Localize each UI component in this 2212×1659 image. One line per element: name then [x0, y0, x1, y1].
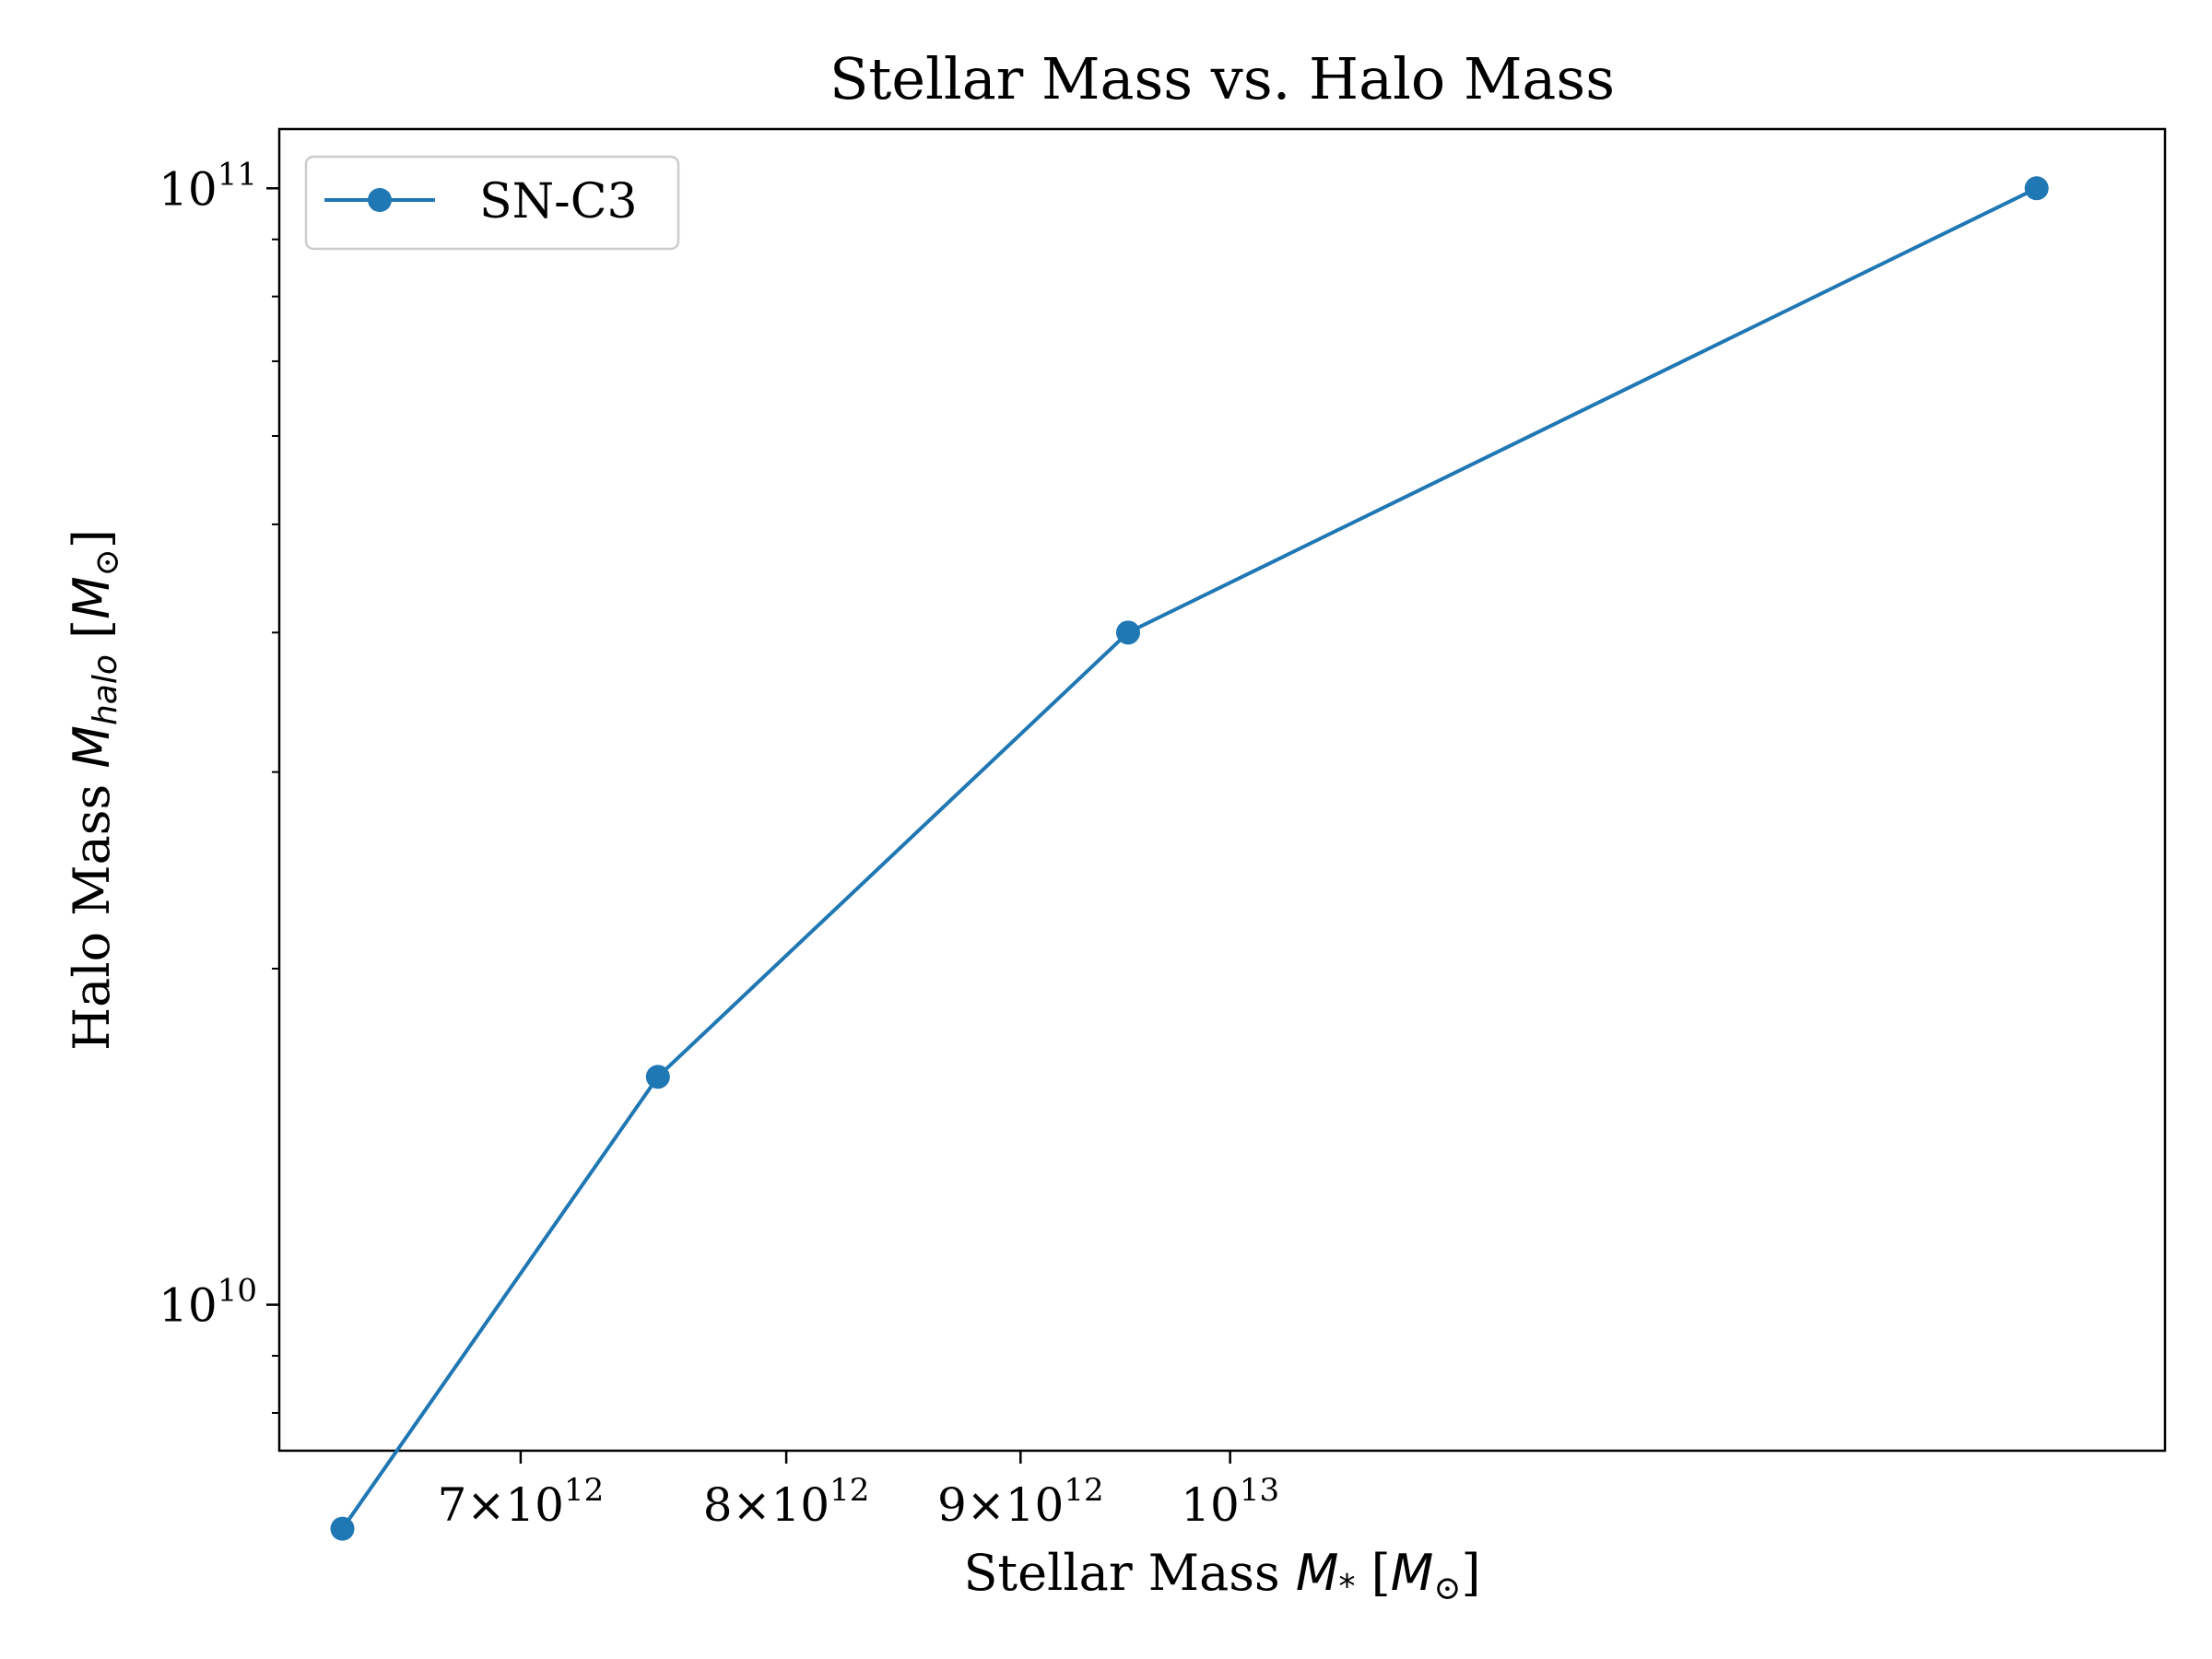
y-tick-label: 1010	[159, 1273, 257, 1333]
x-tick-label: 1013	[1181, 1472, 1279, 1532]
chart-title: Stellar Mass vs. Halo Mass	[830, 45, 1615, 112]
y-axis-label-symbol: M	[63, 725, 121, 769]
x-tick-label: 8×1012	[703, 1472, 870, 1532]
x-axis-label-prefix: Stellar Mass	[963, 1544, 1295, 1602]
x-axis-ticks: 7×1012 8×1012 9×1012 1013	[438, 1451, 1279, 1532]
data-point	[2024, 176, 2049, 201]
x-axis-label-unit-subscript: ⊙	[1433, 1570, 1461, 1607]
x-axis-label-unit-symbol: M	[1391, 1544, 1434, 1602]
data-point	[1115, 620, 1140, 645]
y-axis-label-subscript: halo	[87, 654, 124, 725]
x-axis-label: Stellar Mass M* [M⊙]	[963, 1544, 1480, 1607]
y-axis-label-prefix: Halo Mass	[63, 769, 121, 1051]
x-axis-label-subscript: *	[1338, 1568, 1355, 1606]
legend-box	[304, 155, 680, 251]
y-axis-ticks: 1010 1011	[159, 156, 279, 1414]
legend-marker-swatch	[368, 188, 392, 212]
x-tick-label: 7×1012	[438, 1472, 605, 1532]
series-line-SN-C3	[340, 186, 2039, 1531]
y-axis-label-unit-subscript: ⊙	[88, 548, 126, 576]
y-axis-label-unit-open: [	[63, 619, 121, 654]
y-axis-label: Halo Mass Mhalo [M⊙]	[63, 529, 126, 1051]
legend: SN-C3	[304, 155, 680, 251]
x-axis-label-unit-close: ]	[1461, 1544, 1480, 1602]
y-axis-label-unit-close: ]	[63, 529, 121, 548]
plot-area	[277, 127, 2167, 1453]
data-point	[330, 1516, 355, 1541]
x-tick-label: 9×1012	[937, 1472, 1104, 1532]
y-tick-label: 1011	[159, 156, 257, 216]
series-layer	[330, 176, 2049, 1541]
data-point	[645, 1065, 670, 1089]
x-axis-label-unit-open: [	[1355, 1544, 1390, 1602]
y-axis-label-unit-symbol: M	[63, 576, 121, 619]
x-axis-label-symbol: M	[1296, 1544, 1339, 1602]
legend-label: SN-C3	[479, 174, 638, 229]
